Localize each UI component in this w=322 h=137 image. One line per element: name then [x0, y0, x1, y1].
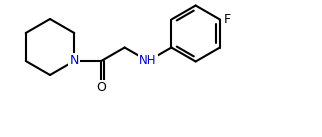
Text: F: F [224, 13, 231, 26]
Text: NH: NH [139, 55, 157, 68]
Text: N: N [70, 55, 79, 68]
Text: O: O [96, 82, 106, 94]
